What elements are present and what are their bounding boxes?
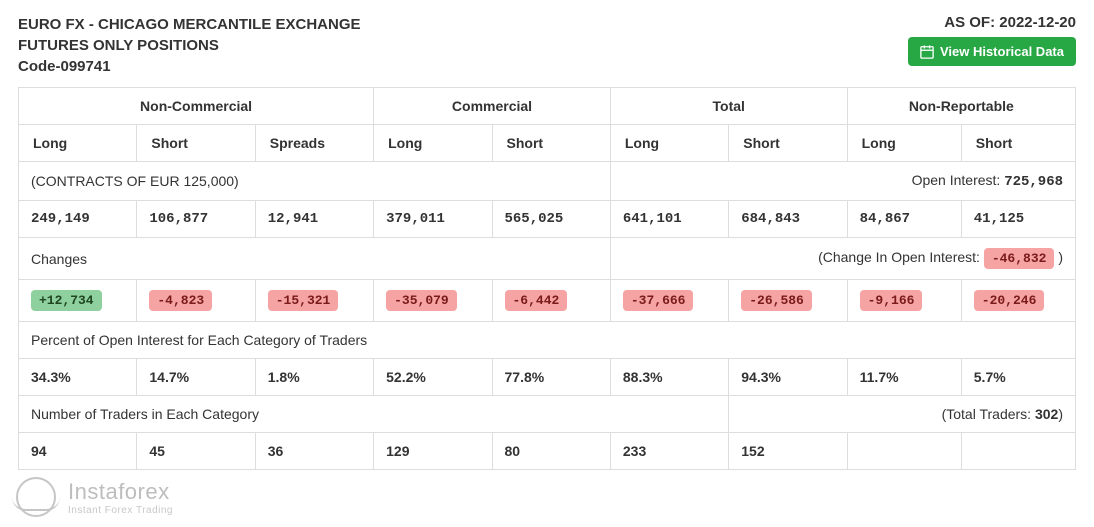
group-non-reportable: Non-Reportable [847, 88, 1075, 125]
asof-line: AS OF: 2022-12-20 [908, 14, 1076, 31]
pct-nr-short: 5.7% [961, 359, 1075, 396]
tr-nc-spreads: 36 [255, 433, 373, 470]
traders-label: Number of Traders in Each Category [19, 396, 729, 433]
open-interest-label: Open Interest: [912, 172, 1001, 188]
percent-label: Percent of Open Interest for Each Catego… [19, 322, 1076, 359]
col-t-short: Short [729, 125, 847, 162]
changes-label: Changes [19, 238, 611, 280]
contracts-info-row: (CONTRACTS OF EUR 125,000) Open Interest… [19, 162, 1076, 201]
sub-header-row: Long Short Spreads Long Short Long Short… [19, 125, 1076, 162]
group-commercial: Commercial [374, 88, 611, 125]
col-c-short: Short [492, 125, 610, 162]
chg-c-long: -35,079 [374, 280, 492, 322]
globe-icon [14, 475, 58, 519]
percent-row: 34.3% 14.7% 1.8% 52.2% 77.8% 88.3% 94.3%… [19, 359, 1076, 396]
change-oi-close: ) [1058, 249, 1063, 265]
pct-t-long: 88.3% [610, 359, 728, 396]
instaforex-watermark: Instaforex Instant Forex Trading [14, 475, 173, 519]
changes-row: +12,734 -4,823 -15,321 -35,079 -6,442 -3… [19, 280, 1076, 322]
pos-c-short: 565,025 [492, 201, 610, 238]
pos-t-short: 684,843 [729, 201, 847, 238]
tr-c-long: 129 [374, 433, 492, 470]
total-traders-label: (Total Traders: [942, 406, 1031, 422]
positions-row: 249,149 106,877 12,941 379,011 565,025 6… [19, 201, 1076, 238]
percent-label-row: Percent of Open Interest for Each Catego… [19, 322, 1076, 359]
pos-c-long: 379,011 [374, 201, 492, 238]
open-interest-value: 725,968 [1004, 174, 1063, 190]
cot-table: Non-Commercial Commercial Total Non-Repo… [18, 87, 1076, 470]
pct-nc-long: 34.3% [19, 359, 137, 396]
change-oi-label: (Change In Open Interest: [818, 249, 980, 265]
view-historical-button[interactable]: View Historical Data [908, 37, 1076, 66]
header-right-block: AS OF: 2022-12-20 View Historical Data [908, 14, 1076, 66]
title-line-3: Code-099741 [18, 56, 361, 77]
pct-nc-short: 14.7% [137, 359, 255, 396]
watermark-brand: Instaforex [68, 479, 173, 505]
asof-label: AS OF: [944, 14, 995, 31]
total-traders-close: ) [1058, 406, 1063, 422]
col-nc-spreads: Spreads [255, 125, 373, 162]
title-line-2: FUTURES ONLY POSITIONS [18, 35, 361, 56]
pos-nc-spreads: 12,941 [255, 201, 373, 238]
report-header: EURO FX - CHICAGO MERCANTILE EXCHANGE FU… [18, 14, 1076, 77]
tr-nr-long [847, 433, 961, 470]
watermark-text: Instaforex Instant Forex Trading [68, 479, 173, 516]
view-historical-label: View Historical Data [940, 44, 1064, 59]
col-nr-long: Long [847, 125, 961, 162]
pos-nr-long: 84,867 [847, 201, 961, 238]
total-traders-value: 302 [1035, 406, 1058, 422]
col-c-long: Long [374, 125, 492, 162]
group-non-commercial: Non-Commercial [19, 88, 374, 125]
chg-nc-spreads: -15,321 [255, 280, 373, 322]
pos-nc-short: 106,877 [137, 201, 255, 238]
watermark-tagline: Instant Forex Trading [68, 505, 173, 516]
change-oi-cell: (Change In Open Interest: -46,832 ) [610, 238, 1075, 280]
traders-row: 94 45 36 129 80 233 152 [19, 433, 1076, 470]
changes-info-row: Changes (Change In Open Interest: -46,83… [19, 238, 1076, 280]
calendar-icon [920, 45, 934, 59]
col-nr-short: Short [961, 125, 1075, 162]
pct-t-short: 94.3% [729, 359, 847, 396]
chg-nc-long: +12,734 [19, 280, 137, 322]
asof-date: 2022-12-20 [999, 14, 1076, 31]
pos-nr-short: 41,125 [961, 201, 1075, 238]
group-header-row: Non-Commercial Commercial Total Non-Repo… [19, 88, 1076, 125]
col-nc-short: Short [137, 125, 255, 162]
chg-c-short: -6,442 [492, 280, 610, 322]
change-oi-value: -46,832 [984, 248, 1055, 269]
tr-nc-long: 94 [19, 433, 137, 470]
pct-nc-spreads: 1.8% [255, 359, 373, 396]
total-traders-cell: (Total Traders: 302) [729, 396, 1076, 433]
open-interest-cell: Open Interest: 725,968 [610, 162, 1075, 201]
chg-t-short: -26,586 [729, 280, 847, 322]
chg-nc-short: -4,823 [137, 280, 255, 322]
tr-c-short: 80 [492, 433, 610, 470]
tr-nr-short [961, 433, 1075, 470]
chg-t-long: -37,666 [610, 280, 728, 322]
pos-nc-long: 249,149 [19, 201, 137, 238]
tr-t-long: 233 [610, 433, 728, 470]
traders-info-row: Number of Traders in Each Category (Tota… [19, 396, 1076, 433]
title-line-1: EURO FX - CHICAGO MERCANTILE EXCHANGE [18, 14, 361, 35]
contracts-label: (CONTRACTS OF EUR 125,000) [19, 162, 611, 201]
pct-c-short: 77.8% [492, 359, 610, 396]
pos-t-long: 641,101 [610, 201, 728, 238]
col-t-long: Long [610, 125, 728, 162]
tr-nc-short: 45 [137, 433, 255, 470]
chg-nr-long: -9,166 [847, 280, 961, 322]
pct-nr-long: 11.7% [847, 359, 961, 396]
report-title-block: EURO FX - CHICAGO MERCANTILE EXCHANGE FU… [18, 14, 361, 77]
chg-nr-short: -20,246 [961, 280, 1075, 322]
tr-t-short: 152 [729, 433, 847, 470]
pct-c-long: 52.2% [374, 359, 492, 396]
group-total: Total [610, 88, 847, 125]
col-nc-long: Long [19, 125, 137, 162]
